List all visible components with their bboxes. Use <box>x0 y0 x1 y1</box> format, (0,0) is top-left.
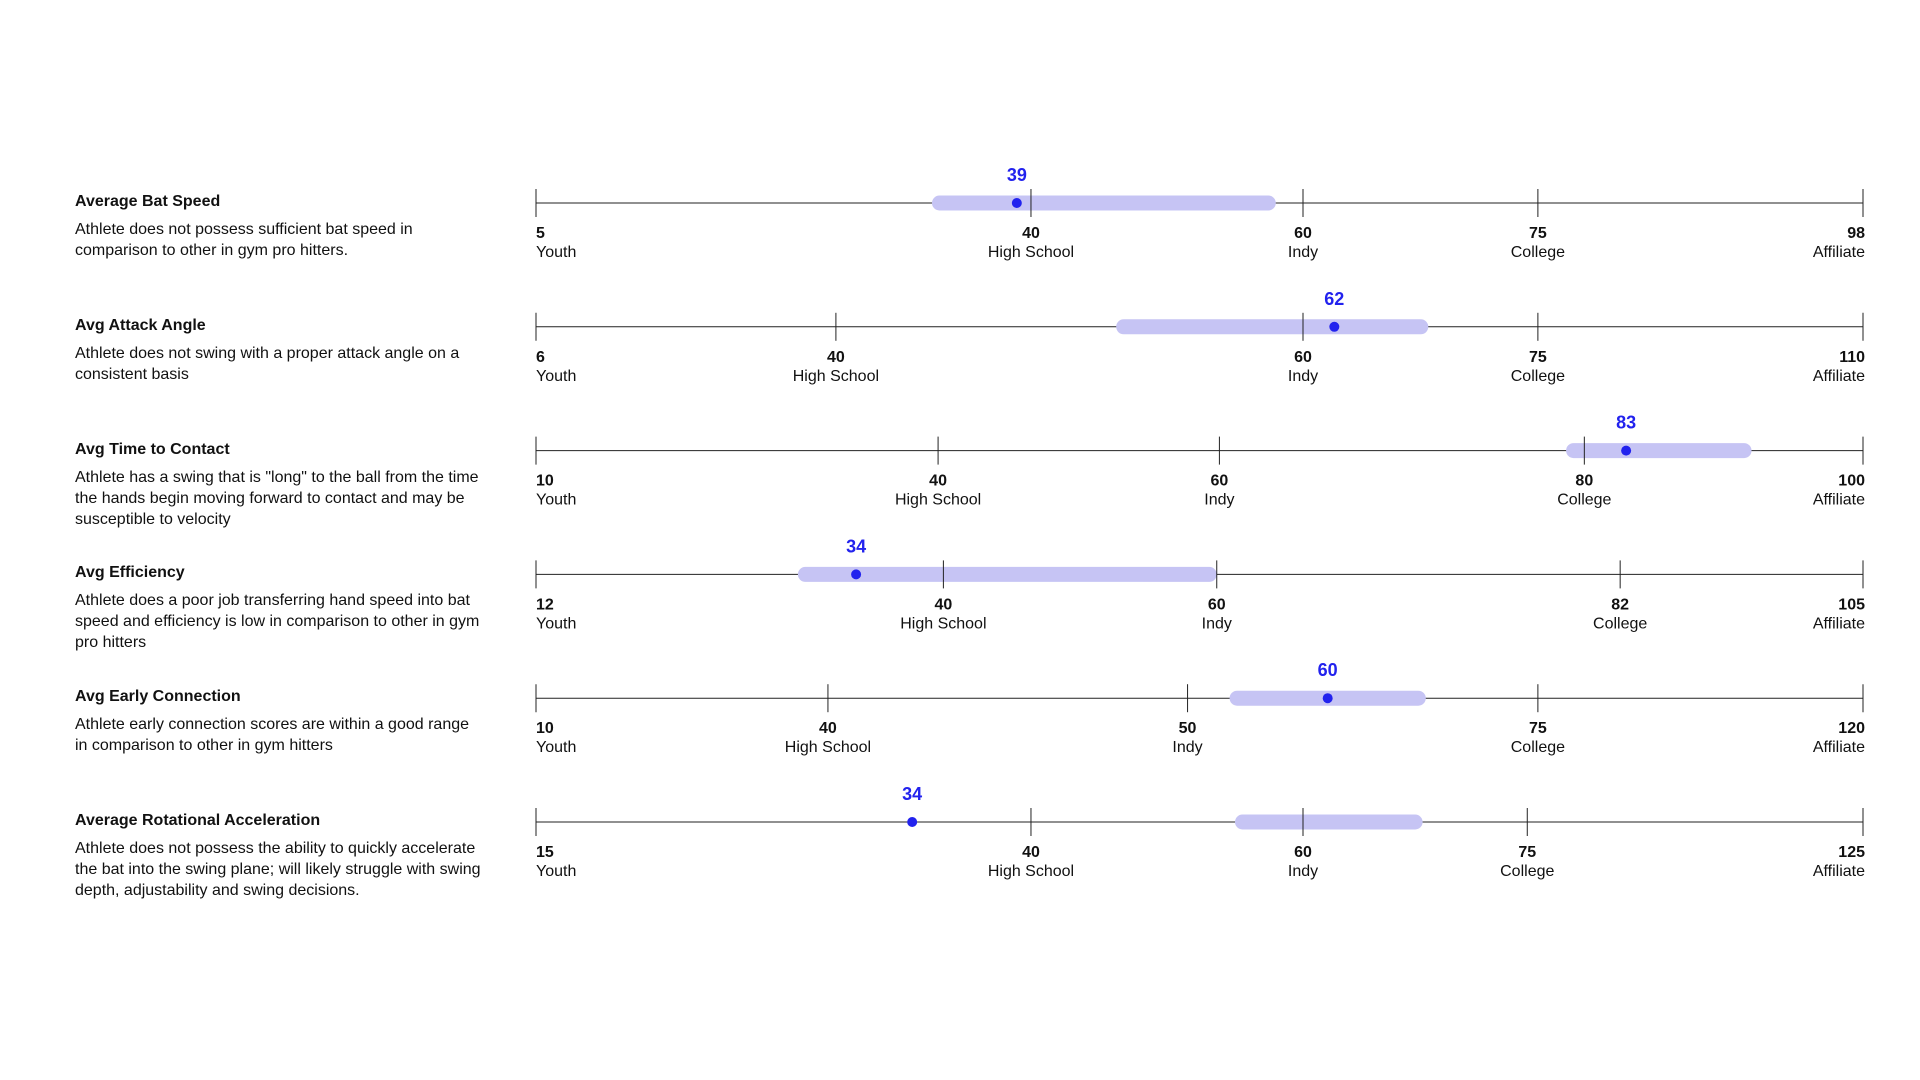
tick-value: 12 <box>536 596 554 613</box>
tick-level: Youth <box>536 739 576 756</box>
metric-title: Avg Efficiency <box>75 564 185 582</box>
tick-value: 125 <box>1838 844 1865 861</box>
range-band <box>931 195 1276 211</box>
tick-value: 105 <box>1838 596 1865 613</box>
tick-value: 80 <box>1575 473 1593 490</box>
metric-title: Avg Time to Contact <box>75 440 230 458</box>
tick-level: Affiliate <box>1813 615 1865 632</box>
tick-value: 60 <box>1294 844 1312 861</box>
tick-value: 10 <box>536 720 554 737</box>
metric-title: Average Rotational Acceleration <box>75 812 321 829</box>
metric-title: Average Bat Speed <box>75 193 221 210</box>
value-dot <box>907 817 918 827</box>
value-label: 39 <box>1007 165 1027 185</box>
metric-description: Athlete does not possess the ability to … <box>75 840 481 899</box>
range-band <box>797 566 1217 582</box>
tick-level: College <box>1500 863 1554 880</box>
tick-value: 75 <box>1529 349 1547 366</box>
tick-level: Youth <box>536 368 576 385</box>
tick-value: 40 <box>819 720 837 737</box>
metric-description: Athlete does not swing with a proper att… <box>75 344 460 383</box>
tick-level: Indy <box>1288 368 1318 385</box>
value-dot <box>1621 445 1632 456</box>
tick-level: High School <box>900 615 986 632</box>
tick-value: 60 <box>1294 349 1312 366</box>
tick-level: High School <box>895 492 981 509</box>
tick-level: Affiliate <box>1813 492 1865 509</box>
tick-level: Youth <box>536 863 576 880</box>
value-label: 83 <box>1616 413 1636 433</box>
tick-level: Affiliate <box>1813 739 1865 756</box>
tick-level: Youth <box>536 244 576 261</box>
value-label: 34 <box>846 536 866 556</box>
tick-level: High School <box>988 863 1074 880</box>
tick-level: High School <box>785 739 871 756</box>
tick-value: 50 <box>1179 720 1197 737</box>
tick-level: College <box>1511 739 1565 756</box>
tick-value: 10 <box>536 473 554 490</box>
value-label: 60 <box>1318 660 1338 680</box>
tick-value: 40 <box>1022 225 1040 242</box>
tick-value: 5 <box>536 225 545 242</box>
tick-level: Affiliate <box>1813 863 1865 880</box>
tick-value: 100 <box>1838 473 1865 490</box>
metric-description: Athlete early connection scores are with… <box>75 716 470 755</box>
metric-description: Athlete does a poor job transferring han… <box>75 592 480 652</box>
tick-value: 60 <box>1294 225 1312 242</box>
metric-title: Avg Early Connection <box>75 688 241 706</box>
value-label: 62 <box>1324 289 1344 309</box>
metric-description: Athlete has a swing that is "long" to th… <box>75 468 479 528</box>
tick-value: 75 <box>1529 720 1547 737</box>
tick-level: Indy <box>1204 492 1234 509</box>
tick-value: 75 <box>1518 844 1536 861</box>
tick-value: 40 <box>934 596 952 613</box>
tick-level: Youth <box>536 615 576 632</box>
tick-level: Indy <box>1288 863 1318 880</box>
tick-value: 110 <box>1839 349 1865 366</box>
metric-title: Avg Attack Angle <box>75 316 206 334</box>
value-dot <box>851 569 862 580</box>
value-dot <box>1322 693 1333 704</box>
tick-level: Indy <box>1172 739 1202 756</box>
tick-level: High School <box>988 244 1074 261</box>
tick-value: 60 <box>1211 473 1229 490</box>
tick-level: Indy <box>1202 615 1232 632</box>
tick-value: 6 <box>536 349 545 366</box>
tick-level: Affiliate <box>1813 244 1865 261</box>
value-dot <box>1329 321 1340 332</box>
tick-level: College <box>1511 368 1565 385</box>
tick-level: Youth <box>536 492 576 509</box>
tick-value: 82 <box>1611 596 1629 613</box>
range-band <box>1234 814 1423 830</box>
tick-level: College <box>1511 244 1565 261</box>
tick-value: 120 <box>1838 720 1865 737</box>
tick-value: 40 <box>1022 844 1040 861</box>
value-dot <box>1011 198 1022 208</box>
tick-value: 98 <box>1847 225 1865 242</box>
tick-value: 60 <box>1208 596 1226 613</box>
value-label: 34 <box>902 784 922 804</box>
tick-level: College <box>1593 615 1647 632</box>
tick-value: 15 <box>536 844 554 861</box>
range-band <box>1566 443 1752 459</box>
tick-level: College <box>1557 492 1611 509</box>
tick-value: 40 <box>929 473 947 490</box>
tick-level: Indy <box>1288 244 1318 261</box>
range-band <box>1116 319 1429 335</box>
tick-value: 40 <box>827 349 845 366</box>
tick-level: High School <box>793 368 879 385</box>
tick-value: 75 <box>1529 225 1547 242</box>
metric-description: Athlete does not possess sufficient bat … <box>75 221 413 259</box>
tick-level: Affiliate <box>1813 368 1865 385</box>
